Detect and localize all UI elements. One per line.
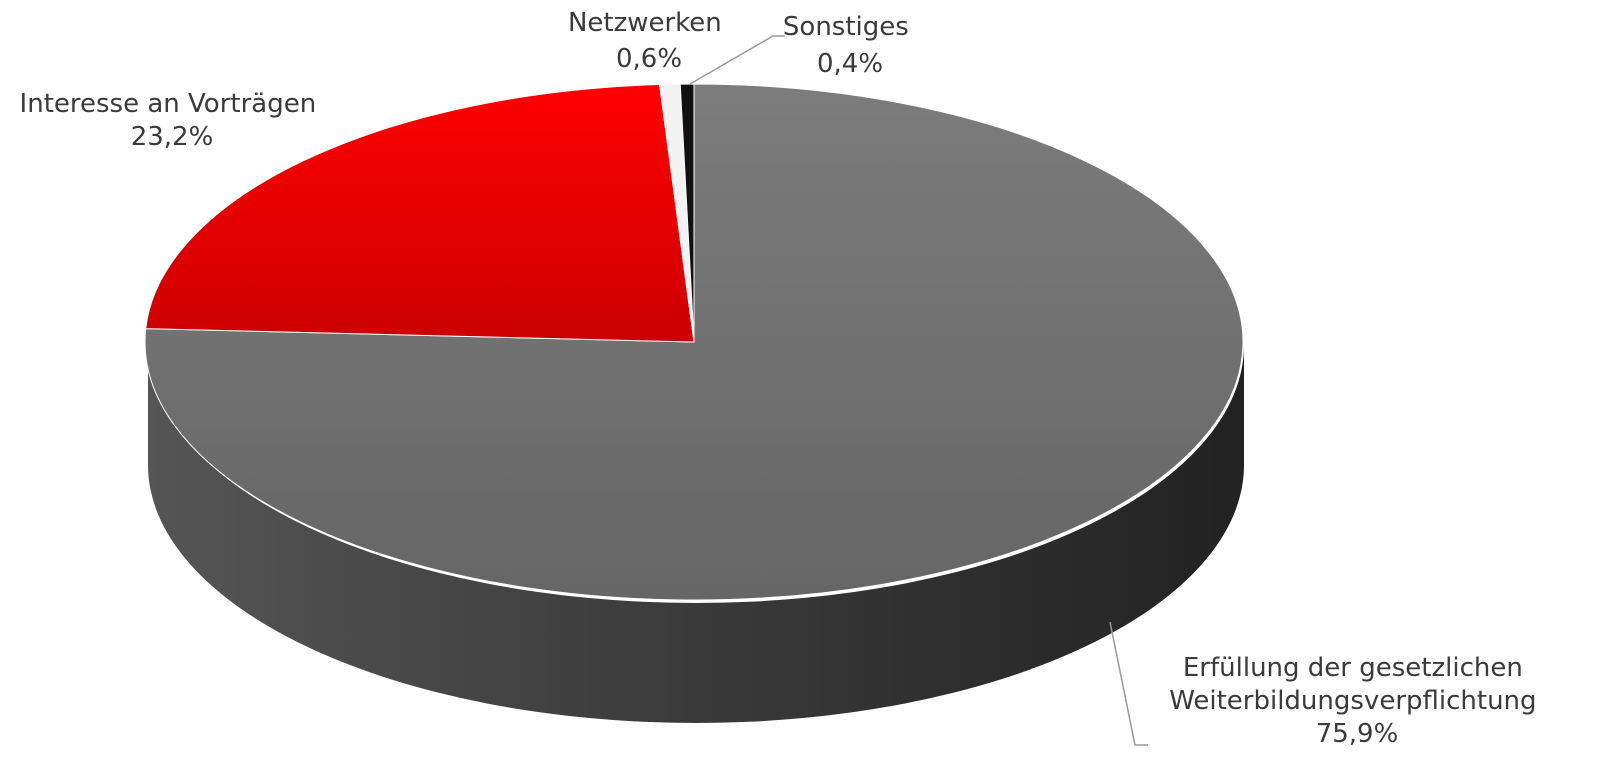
slice-label-netzwerken-line-1: Netzwerken	[568, 8, 722, 38]
leader-line-erfuellung	[1109, 621, 1148, 746]
pie-side-wall	[148, 345, 1244, 723]
slice-value-interesse: 23,2%	[131, 122, 214, 152]
slice-label-interesse: Interesse an Vorträgen 23,2%	[20, 89, 325, 152]
slice-label-erfuellung-line-1: Erfüllung der gesetzlichen	[1183, 653, 1523, 683]
leader-lines	[689, 35, 1148, 746]
slice-label-sonstiges-line-1: Sonstiges	[783, 12, 909, 42]
leader-line-sonstiges	[689, 35, 785, 85]
slice-label-erfuellung-line-2: Weiterbildungsverpflichtung	[1169, 686, 1536, 716]
data-labels: Erfüllung der gesetzlichen Weiterbildung…	[20, 8, 1545, 749]
slice-value-erfuellung: 75,9%	[1316, 719, 1399, 749]
slice-label-erfuellung: Erfüllung der gesetzlichen Weiterbildung…	[1169, 653, 1545, 749]
slice-value-netzwerken: 0,6%	[616, 44, 682, 74]
slice-sonstiges	[679, 83, 695, 343]
slice-value-sonstiges: 0,4%	[817, 49, 883, 79]
slice-label-sonstiges: Sonstiges 0,4%	[783, 12, 917, 79]
pie-depth	[148, 345, 1244, 723]
slice-label-netzwerken: Netzwerken 0,6%	[568, 8, 730, 74]
slice-label-interesse-line-1: Interesse an Vorträgen	[20, 89, 317, 119]
pie-slices	[144, 83, 1244, 601]
slice-interesse	[145, 83, 695, 343]
